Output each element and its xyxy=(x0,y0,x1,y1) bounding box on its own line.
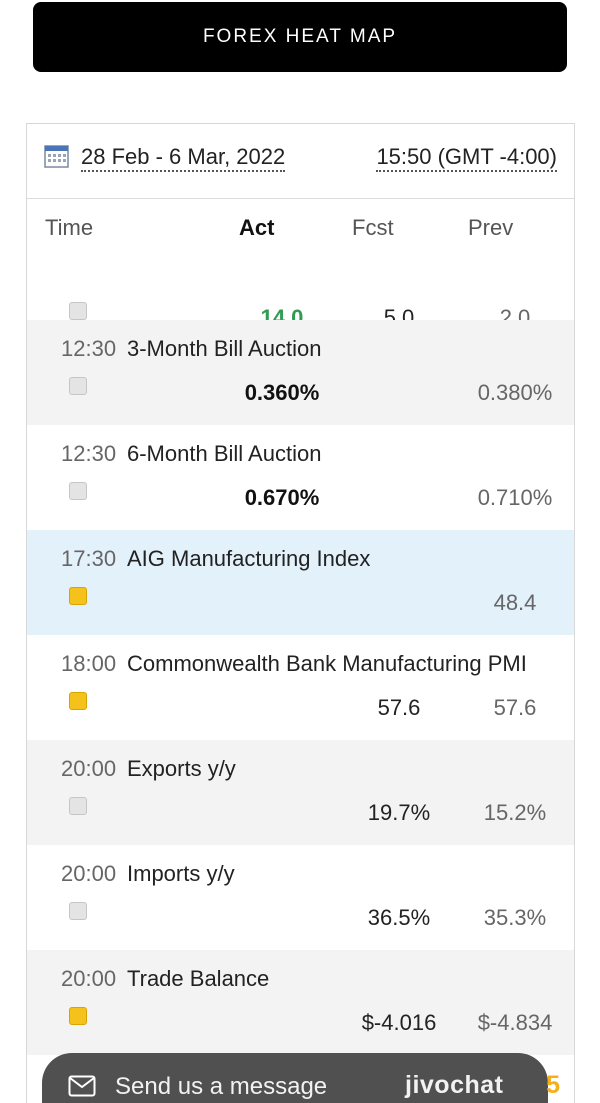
column-previous: Prev xyxy=(468,215,514,240)
event-name: 6-Month Bill Auction xyxy=(127,441,322,466)
impact-indicator-icon xyxy=(69,587,87,605)
timezone-link[interactable]: 15:50 (GMT -4:00) xyxy=(376,144,557,172)
event-forecast: $-4.016 xyxy=(361,1010,437,1035)
event-time: 18:00 xyxy=(61,651,117,676)
event-time: 12:30 xyxy=(61,441,117,466)
chat-widget-button[interactable]: Send us a message jivochat xyxy=(42,1053,548,1103)
column-time: Time xyxy=(45,215,94,240)
event-row[interactable]: 18:00 Commonwealth Bank Manufacturing PM… xyxy=(27,635,574,740)
event-forecast: 36.5% xyxy=(367,905,431,930)
event-previous: 35.3% xyxy=(483,905,547,930)
event-name: AIG Manufacturing Index xyxy=(127,546,371,571)
event-name: Commonwealth Bank Manufacturing PMI xyxy=(127,651,527,676)
event-row[interactable]: 20:00 Imports y/y 36.5% 35.3% xyxy=(27,845,574,950)
event-time: 20:00 xyxy=(61,756,117,781)
event-name: Exports y/y xyxy=(127,756,236,781)
event-row[interactable]: 20:00 Trade Balance $-4.016 $-4.834 xyxy=(27,950,574,1055)
event-time: 17:30 xyxy=(61,546,117,571)
event-name: Trade Balance xyxy=(127,966,270,991)
impact-indicator-icon xyxy=(69,482,87,500)
event-row[interactable]: 17:30 AIG Manufacturing Index 48.4 xyxy=(27,530,574,635)
impact-indicator-icon xyxy=(69,302,87,320)
economic-calendar-panel: 28 Feb - 6 Mar, 2022 15:50 (GMT -4:00) T… xyxy=(26,123,575,1103)
column-actual: Act xyxy=(239,215,275,240)
event-time: 20:00 xyxy=(61,966,117,991)
event-previous: 57.6 xyxy=(493,695,537,720)
event-time: 20:00 xyxy=(61,861,117,886)
impact-indicator-icon xyxy=(69,1007,87,1025)
date-range-bar: 28 Feb - 6 Mar, 2022 15:50 (GMT -4:00) xyxy=(27,124,574,199)
event-forecast: 19.7% xyxy=(367,800,431,825)
chat-label: Send us a message xyxy=(115,1073,328,1100)
impact-indicator-icon xyxy=(69,692,87,710)
impact-indicator-icon xyxy=(69,902,87,920)
event-name: 3-Month Bill Auction xyxy=(127,336,322,361)
event-previous: $-4.834 xyxy=(477,1010,553,1035)
edge-badge: 5 xyxy=(546,1071,560,1099)
jivochat-logo: jivochat xyxy=(405,1071,504,1099)
event-row[interactable]: 12:30 3-Month Bill Auction 0.360% 0.380% xyxy=(27,320,574,425)
envelope-icon xyxy=(68,1075,96,1097)
calendar-icon[interactable] xyxy=(44,144,69,168)
event-previous: 48.4 xyxy=(493,590,537,615)
event-row[interactable]: 12:30 6-Month Bill Auction 0.670% 0.710% xyxy=(27,425,574,530)
event-actual: 0.360% xyxy=(244,380,320,405)
event-actual: 0.670% xyxy=(244,485,320,510)
impact-indicator-icon xyxy=(69,797,87,815)
event-previous: 15.2% xyxy=(483,800,547,825)
event-previous: 0.710% xyxy=(477,485,553,510)
event-name: Imports y/y xyxy=(127,861,235,886)
event-previous: 0.380% xyxy=(477,380,553,405)
column-forecast: Fcst xyxy=(352,215,394,240)
event-row[interactable]: 20:00 Exports y/y 19.7% 15.2% xyxy=(27,740,574,845)
forex-heat-map-button[interactable]: FOREX HEAT MAP xyxy=(33,2,567,72)
date-range-link[interactable]: 28 Feb - 6 Mar, 2022 xyxy=(81,144,286,172)
event-forecast: 57.6 xyxy=(377,695,421,720)
event-time: 12:30 xyxy=(61,336,117,361)
impact-indicator-icon xyxy=(69,377,87,395)
